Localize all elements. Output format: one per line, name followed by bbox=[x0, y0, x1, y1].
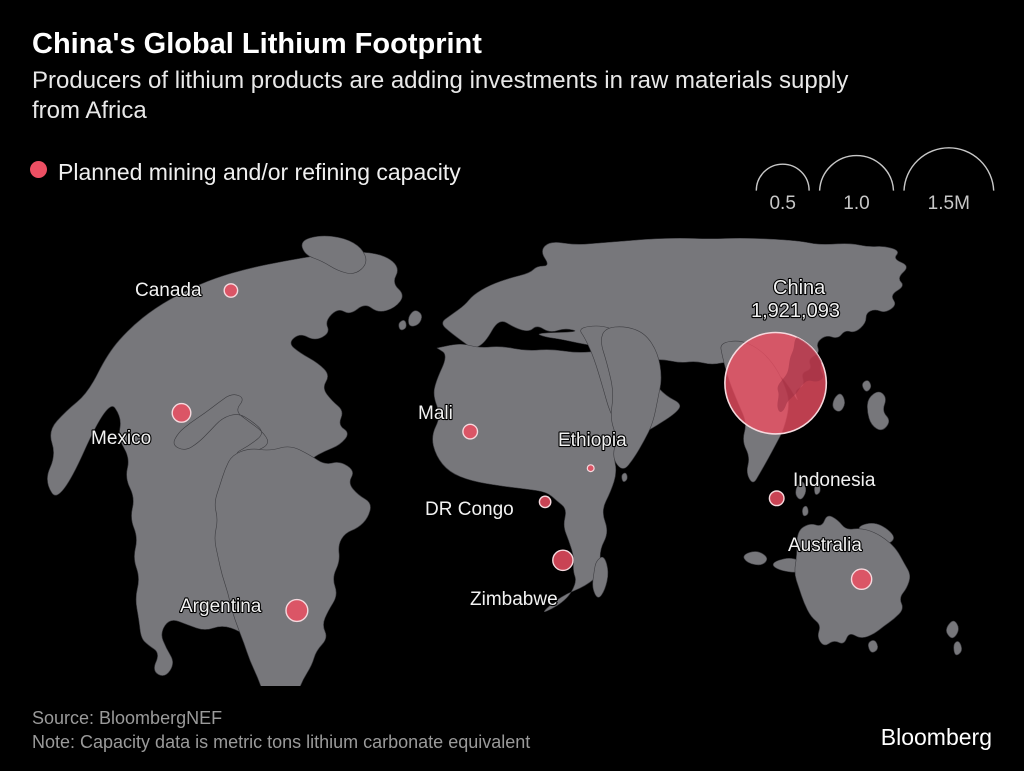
svg-text:1,921,093: 1,921,093 bbox=[751, 300, 840, 322]
svg-text:Ethiopia: Ethiopia bbox=[558, 430, 627, 451]
svg-text:1.0: 1.0 bbox=[843, 193, 869, 214]
svg-text:Mexico: Mexico bbox=[91, 428, 151, 449]
svg-text:Australia: Australia bbox=[788, 535, 862, 556]
svg-text:Canada: Canada bbox=[135, 280, 202, 301]
svg-text:Mali: Mali bbox=[418, 403, 453, 424]
svg-text:Zimbabwe: Zimbabwe bbox=[470, 589, 558, 610]
svg-text:DR Congo: DR Congo bbox=[425, 499, 514, 520]
svg-text:0.5: 0.5 bbox=[769, 193, 795, 214]
svg-text:China: China bbox=[773, 277, 826, 299]
svg-text:Indonesia: Indonesia bbox=[793, 470, 876, 491]
svg-text:1.5M: 1.5M bbox=[928, 193, 970, 214]
svg-text:Argentina: Argentina bbox=[180, 596, 262, 617]
